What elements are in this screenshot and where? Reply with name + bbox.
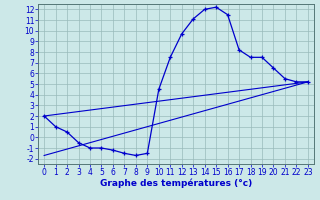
X-axis label: Graphe des températures (°c): Graphe des températures (°c) [100, 179, 252, 188]
